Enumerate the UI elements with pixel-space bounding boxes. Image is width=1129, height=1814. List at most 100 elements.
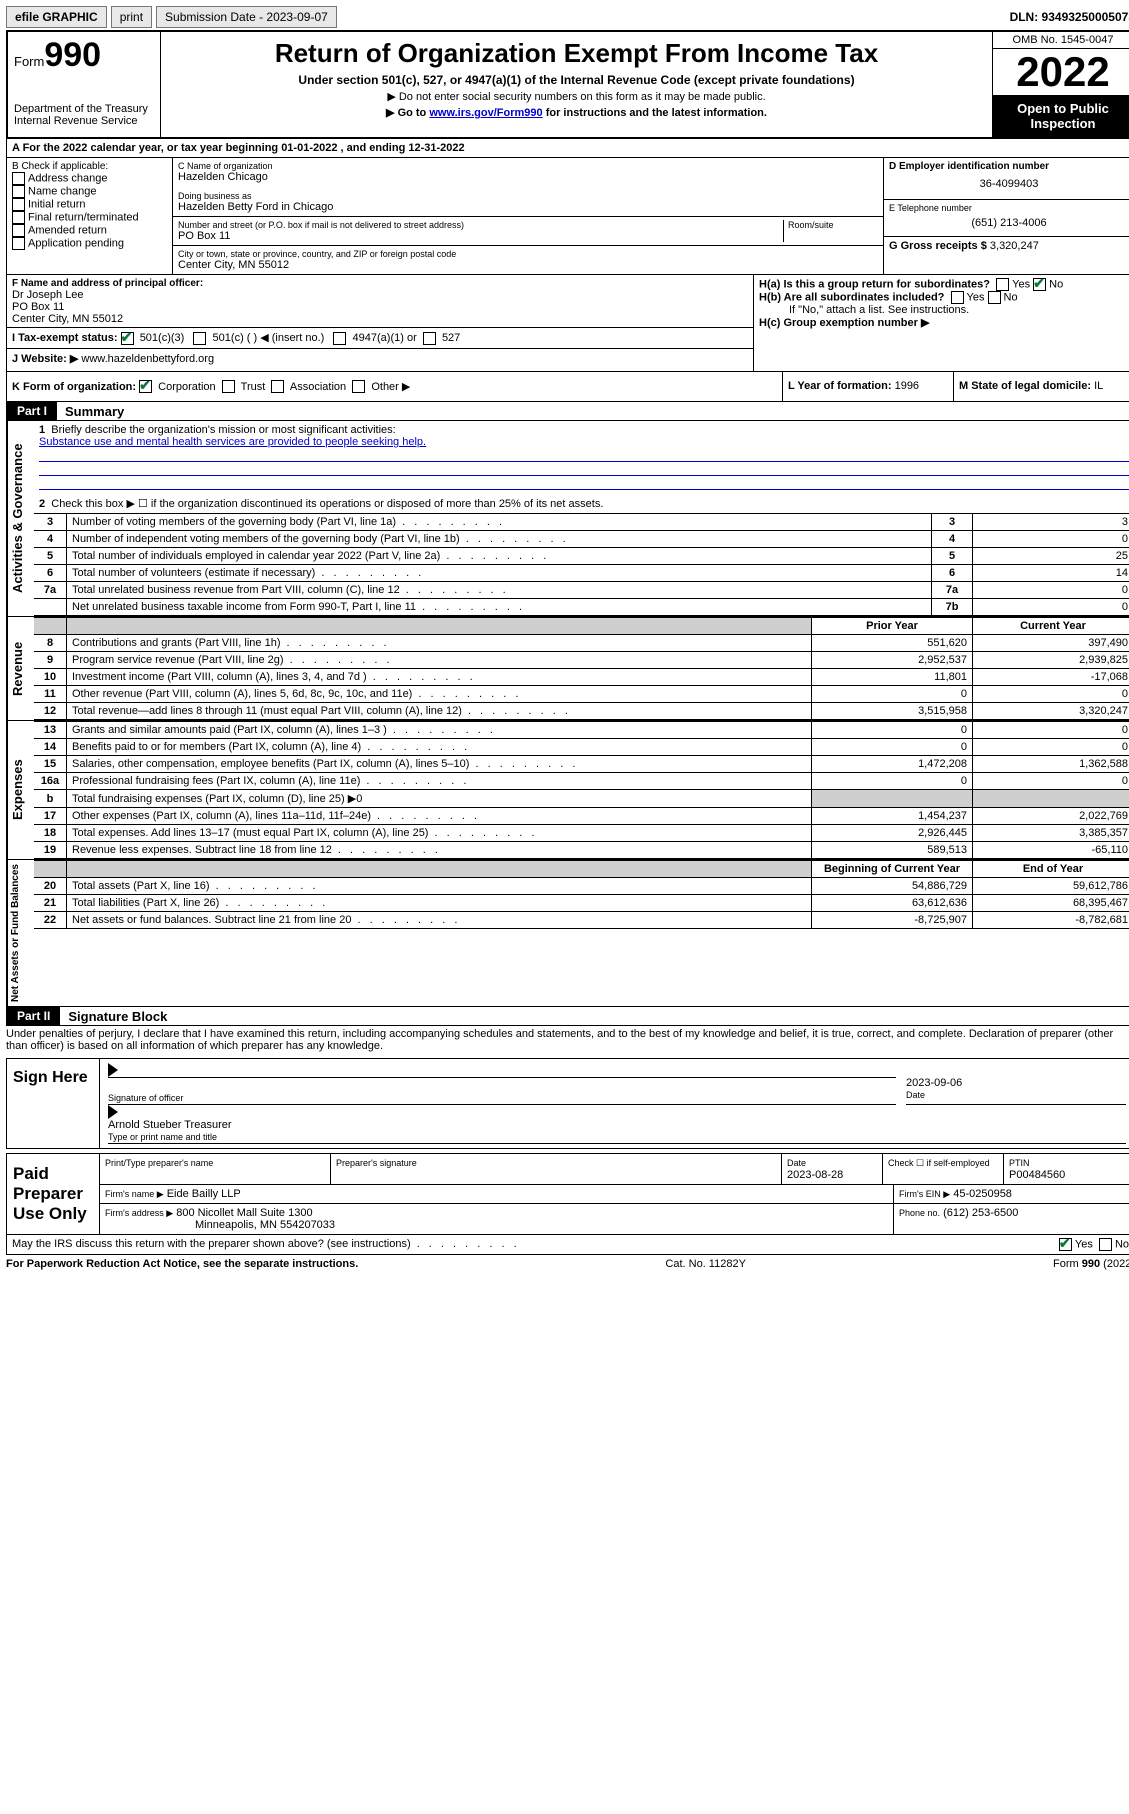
line-no: 10 [34,669,67,686]
efile-badge: efile GRAPHIC [6,6,107,28]
declaration-text: Under penalties of perjury, I declare th… [6,1026,1129,1054]
part1-header: Part I Summary [6,402,1129,421]
current-value: 2,022,769 [973,808,1129,825]
line-no: 4 [34,531,67,548]
city-label: City or town, state or province, country… [178,249,878,259]
tax-year: 2022 [993,49,1129,95]
prior-value: 1,454,237 [812,808,973,825]
line-desc: Revenue less expenses. Subtract line 18 … [67,842,812,859]
ptin-label: PTIN [1009,1158,1030,1168]
prior-value: 2,926,445 [812,825,973,842]
line-box: 7b [932,599,973,616]
officer-addr2: Center City, MN 55012 [12,313,748,325]
check-501c3[interactable] [121,332,134,345]
ein-label: D Employer identification number [889,161,1129,172]
k-other[interactable] [352,380,365,393]
current-value: 0 [973,722,1129,739]
ein-value: 36-4099403 [889,172,1129,196]
goto-pre: ▶ Go to [386,107,429,119]
end-value: -8,782,681 [973,912,1129,929]
addr-label: Number and street (or P.O. box if mail i… [178,220,783,230]
f-officer-label: F Name and address of principal officer: [12,278,748,289]
identity-block: B Check if applicable: Address change Na… [6,158,1129,275]
ptin-value: P00484560 [1009,1169,1065,1181]
line-desc: Total assets (Part X, line 16) [67,878,812,895]
ha-label: H(a) Is this a group return for subordin… [759,278,990,290]
line-no: 18 [34,825,67,842]
line-desc: Contributions and grants (Part VIII, lin… [67,635,812,652]
initial-return-label: Initial return [28,198,85,210]
room-label: Room/suite [788,220,878,230]
col-c-block: C Name of organization Hazelden Chicago … [173,158,884,274]
gross-receipts-value: 3,320,247 [990,240,1039,252]
current-value: 1,362,588 [973,756,1129,773]
end-year-hdr: End of Year [973,861,1129,878]
line-desc: Other revenue (Part VIII, column (A), li… [67,686,812,703]
irs-link[interactable]: www.irs.gov/Form990 [429,107,542,119]
vlabel-expenses: Expenses [7,721,34,859]
blank [34,618,67,635]
line-desc: Investment income (Part VIII, column (A)… [67,669,812,686]
check-527[interactable] [423,332,436,345]
officer-addr1: PO Box 11 [12,301,748,313]
dln-label: DLN: 93493250005073 [1010,10,1129,24]
sig-name: Arnold Stueber Treasurer [108,1119,1126,1131]
footer-cat: Cat. No. 11282Y [665,1258,746,1270]
current-value [973,790,1129,808]
section-a-row: A For the 2022 calendar year, or tax yea… [6,139,1129,158]
line-no [34,599,67,616]
ha-yes[interactable] [996,278,1009,291]
officer-name: Dr Joseph Lee [12,289,748,301]
subtitle-3: ▶ Go to www.irs.gov/Form990 for instruct… [171,106,982,119]
line-no: 14 [34,739,67,756]
firm-name: Eide Bailly LLP [167,1188,241,1200]
line-desc: Net assets or fund balances. Subtract li… [67,912,812,929]
501c-label: 501(c) ( ) ◀ (insert no.) [213,332,325,344]
final-return-label: Final return/terminated [28,211,139,223]
part1-body: Activities & Governance 1 Briefly descri… [6,421,1129,617]
line-value: 14 [973,565,1129,582]
k-corp[interactable] [139,380,152,393]
check-app-pending[interactable] [12,237,25,250]
line-no: 15 [34,756,67,773]
print-button[interactable]: print [111,6,152,28]
discuss-yes[interactable] [1059,1238,1072,1251]
check-address-change[interactable] [12,172,25,185]
l-label: L Year of formation: [788,380,892,392]
part2-title: Signature Block [60,1009,167,1024]
check-initial-return[interactable] [12,198,25,211]
527-label: 527 [442,332,460,344]
page-footer: For Paperwork Reduction Act Notice, see … [6,1255,1129,1270]
hb-no[interactable] [988,291,1001,304]
check-final-return[interactable] [12,211,25,224]
gov-table: 3 Number of voting members of the govern… [34,513,1129,616]
check-name-change[interactable] [12,185,25,198]
discuss-no[interactable] [1099,1238,1112,1251]
k-trust[interactable] [222,380,235,393]
sig-date: 2023-09-06 [906,1077,1126,1089]
check-4947[interactable] [333,332,346,345]
line-no: 16a [34,773,67,790]
paid-preparer-label: Paid Preparer Use Only [7,1154,100,1234]
beg-year-hdr: Beginning of Current Year [812,861,973,878]
line-no: 17 [34,808,67,825]
line-desc: Benefits paid to or for members (Part IX… [67,739,812,756]
amended-label: Amended return [28,224,107,236]
phone-label: E Telephone number [889,203,1129,213]
prior-value: 0 [812,773,973,790]
check-501c[interactable] [193,332,206,345]
k-assoc[interactable] [271,380,284,393]
line-desc: Grants and similar amounts paid (Part IX… [67,722,812,739]
discuss-row: May the IRS discuss this return with the… [6,1235,1129,1255]
current-year-hdr: Current Year [973,618,1129,635]
check-amended[interactable] [12,224,25,237]
hb-yes[interactable] [951,291,964,304]
vlabel-netassets: Net Assets or Fund Balances [7,860,34,1006]
ha-no[interactable] [1033,278,1046,291]
line-box: 6 [932,565,973,582]
line-no: 3 [34,514,67,531]
part1-title: Summary [57,404,124,419]
k-other-label: Other ▶ [371,381,410,393]
current-value: 0 [973,686,1129,703]
b-check-label: B Check if applicable: [12,161,167,172]
